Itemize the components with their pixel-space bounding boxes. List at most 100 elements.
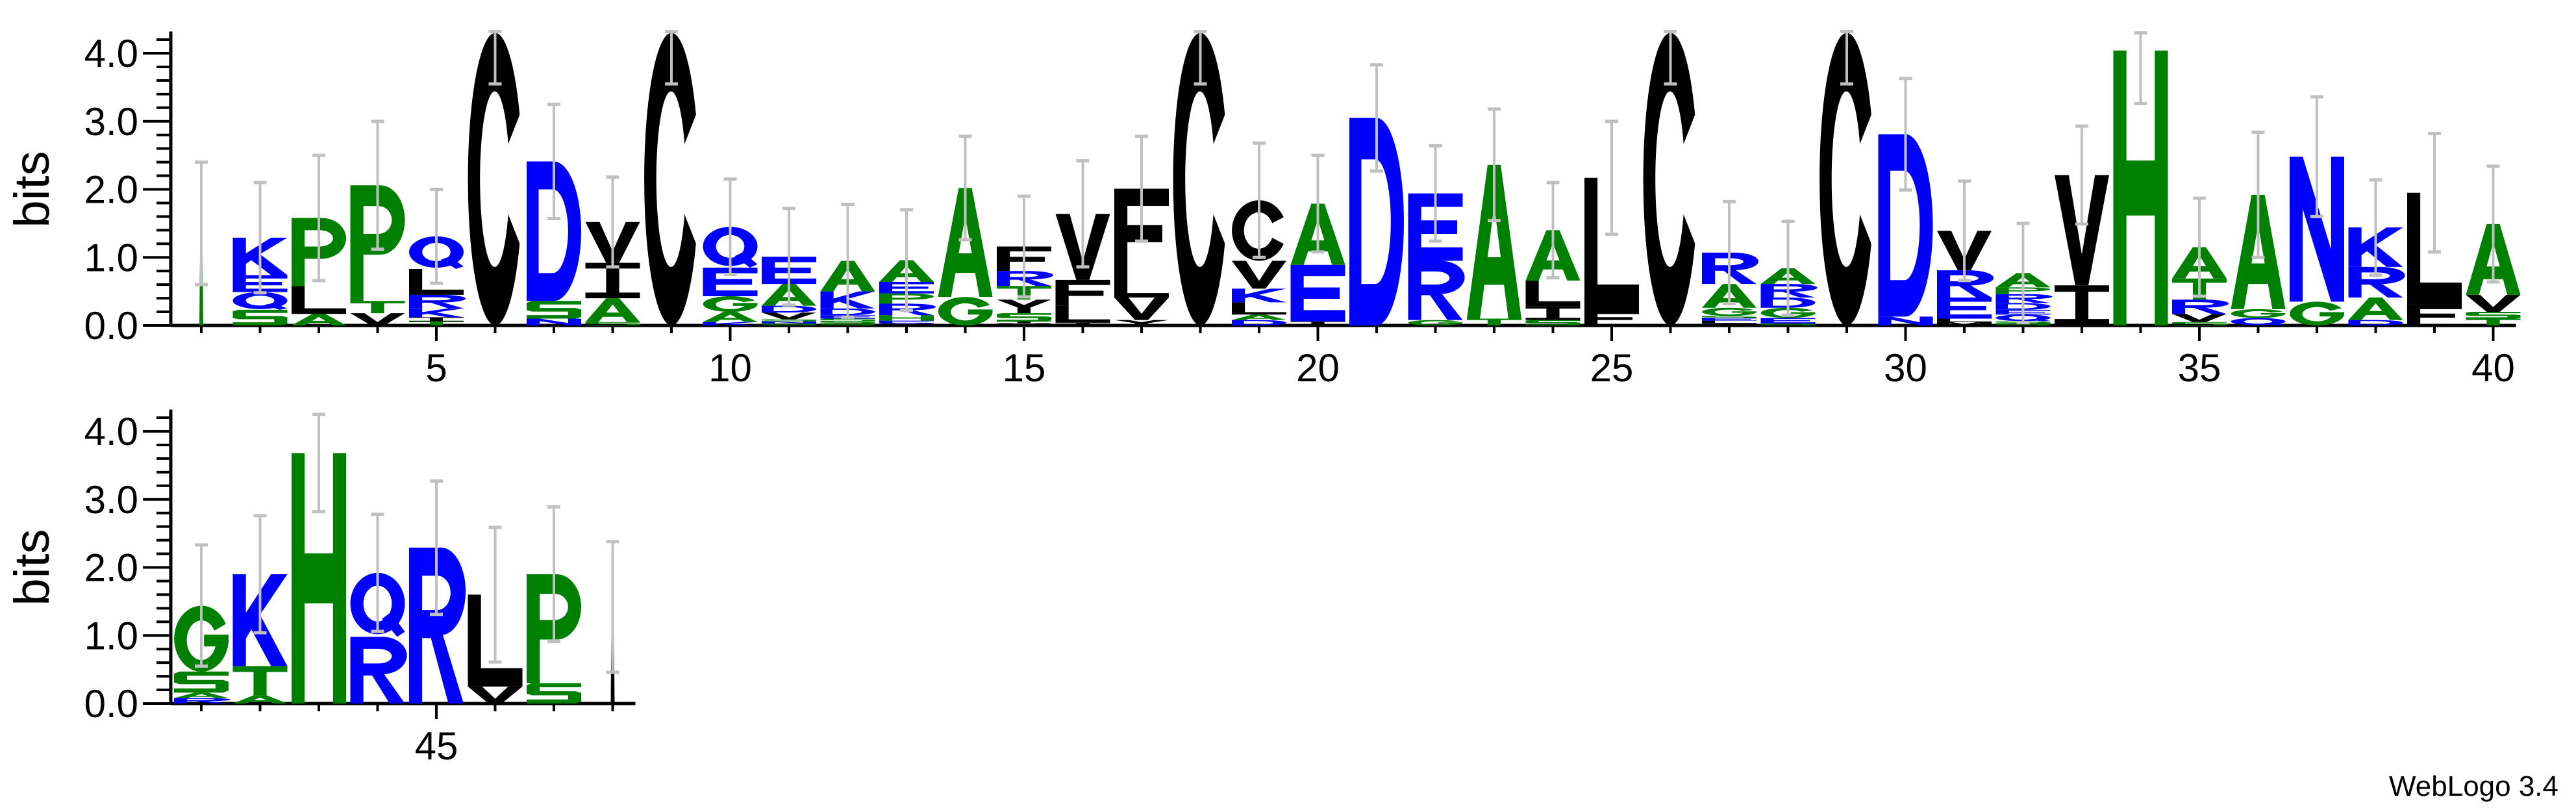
logo-glyph-I: I [1290, 321, 1345, 325]
logo-glyph-I: I [585, 262, 640, 299]
logo-glyph-D: D [2348, 320, 2403, 325]
logo-glyph-M: M [1937, 322, 1992, 325]
logo-glyph-C: C [1819, 32, 1871, 326]
logo-glyph-D: D [1995, 303, 2051, 310]
logo-glyph-V: V [1055, 214, 1110, 280]
logo-glyph-R: R [2172, 299, 2229, 314]
logo-glyph-S: S [174, 671, 229, 693]
logo-glyph-S: S [997, 313, 1051, 322]
logo-glyph-A: A [585, 298, 640, 322]
y-tick-label: 1.0 [84, 614, 138, 657]
logo-glyph-R: R [1937, 270, 1994, 298]
logo-glyph-S: S [1702, 316, 1757, 318]
logo-glyph-V: V [1114, 298, 1169, 320]
logo-glyph-A: A [1467, 164, 1521, 319]
logo-glyph-I: I [1525, 306, 1581, 320]
error-bar [1370, 63, 1383, 173]
logo-stack-27: ILESGAR [1702, 199, 1759, 325]
logo-stack-37: GN [2290, 95, 2344, 326]
logo-glyph-G: G [1408, 320, 1463, 326]
logo-glyph-T: T [232, 666, 288, 696]
logo-glyph-A: A [1995, 273, 2051, 288]
error-bar [1018, 194, 1031, 299]
y-tick-label: 1.0 [84, 236, 138, 279]
error-bar [782, 207, 795, 307]
logo-stack-26: C [1643, 29, 1695, 326]
logo-glyph-C: C [1232, 200, 1284, 261]
logo-stack-16: ILFV [1055, 159, 1110, 325]
logo-glyph-C: C [644, 32, 696, 326]
error-bar [2369, 178, 2382, 277]
error-bar [606, 175, 619, 269]
logo-stack-6: C [468, 29, 520, 326]
logo-stack-7: NSD [527, 103, 581, 325]
logo-glyph-Y: Y [997, 299, 1051, 314]
logo-glyph-L: L [468, 594, 523, 687]
logo-glyph-S: S [527, 301, 581, 319]
error-bar [253, 514, 267, 635]
logo-glyph-H: H [879, 315, 934, 321]
error-bar [1488, 107, 1501, 223]
logo-glyph-E: E [703, 267, 758, 296]
logo-glyph-E: E [1702, 318, 1757, 321]
logo-glyph-N: N [2290, 157, 2344, 302]
logo-glyph-E: E [1760, 318, 1816, 324]
error-bar [665, 29, 678, 86]
logo-glyph-N: N [1878, 316, 1933, 325]
x-tick-label: 40 [2471, 346, 2515, 390]
logo-glyph-Y: Y [1114, 320, 1169, 325]
logo-stack-17: YVLF [1114, 134, 1169, 325]
error-bar [1958, 179, 1971, 283]
logo-glyph-A: A [1525, 230, 1581, 281]
error-bar [1135, 134, 1148, 243]
error-bar [900, 208, 913, 312]
logo-glyph-V: V [1937, 231, 1992, 271]
logo-stack-30: ND [1878, 77, 1933, 325]
logo-glyph-A: A [2172, 247, 2227, 279]
logo-glyph-I: I [409, 317, 464, 322]
error-bar [312, 153, 325, 283]
logo-glyph-A: A [2466, 223, 2521, 295]
logo-glyph-T: T [409, 321, 464, 325]
error-bar [2251, 131, 2265, 259]
logo-glyph-H: H [2113, 50, 2168, 326]
logo-glyph-V: V [2172, 314, 2227, 322]
error-bar [253, 181, 267, 295]
error-bar [1664, 29, 1677, 86]
logo-glyph-L: L [1937, 318, 1992, 322]
logo-stack-36: QGA [2231, 131, 2286, 325]
logo-stack-4: VTP [350, 120, 405, 325]
logo-glyph-V: V [468, 686, 523, 704]
error-bar [1311, 153, 1325, 254]
logo-glyph-D: D [762, 305, 816, 313]
logo-glyph-S: S [820, 323, 875, 325]
error-bar [1076, 159, 1090, 269]
logo-glyph-A: A [1760, 268, 1816, 285]
logo-glyph-V: V [350, 313, 405, 325]
error-bar [1605, 120, 1618, 236]
logo-stack-39: FL [2407, 132, 2462, 325]
error-bar [312, 412, 325, 514]
logo-glyph-A: A [292, 314, 346, 325]
logo-glyph-Q: Q [1995, 314, 2051, 322]
logo-glyph-G: G [174, 605, 229, 672]
logo-row-2: 0.01.02.03.04.0bitsRASGATKHRQ45RVLSP [5, 409, 636, 768]
logo-stack-20: IEA [1290, 153, 1345, 325]
x-tick-label: 35 [2178, 346, 2221, 390]
error-bar [841, 203, 855, 319]
y-tick-label: 3.0 [84, 478, 138, 522]
logo-glyph-A: A [820, 260, 875, 292]
logo-glyph-F: F [2407, 305, 2462, 325]
logo-glyph-L: L [409, 269, 464, 295]
logo-stack-43: H [292, 412, 346, 704]
logo-glyph-V: V [997, 323, 1051, 325]
logo-glyph-L: L [1702, 320, 1757, 324]
logo-stack-12: SSSEDKA [820, 203, 875, 325]
logo-stack-19: DALKVC [1232, 141, 1286, 325]
logo-glyph-A: A [174, 692, 229, 698]
logo-glyph-D: D [1349, 118, 1404, 325]
logo-glyph-R: R [350, 637, 407, 704]
logo-stack-15: VISYTRF [997, 194, 1054, 325]
logo-glyph-L: L [1114, 275, 1169, 298]
logo-glyph-N: N [762, 321, 816, 324]
